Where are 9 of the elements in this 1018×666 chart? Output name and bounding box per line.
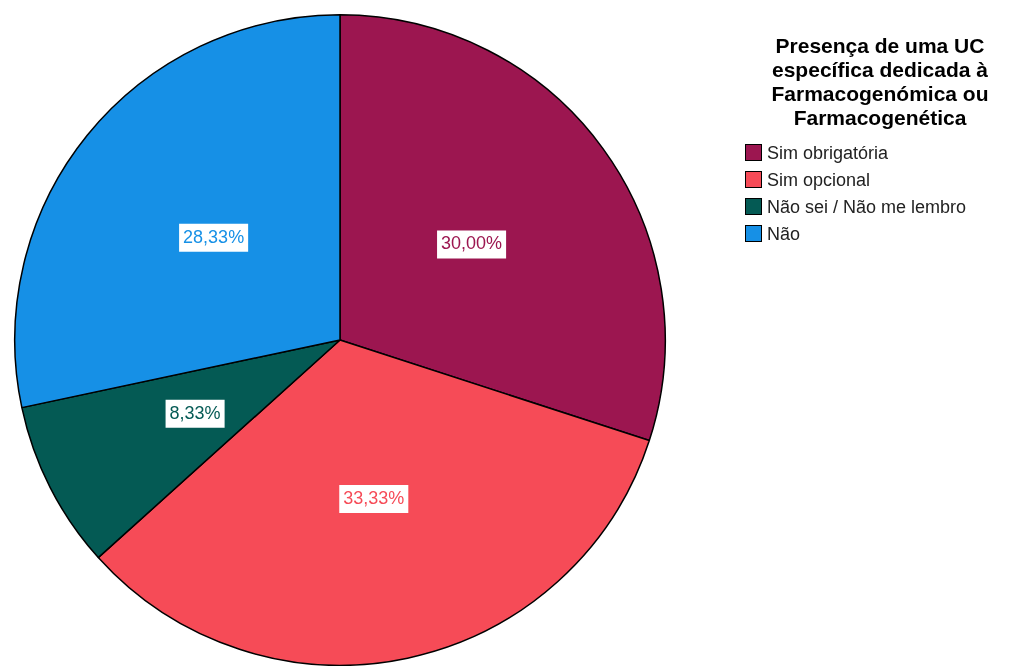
data-label: 30,00%	[441, 233, 503, 254]
legend-label: Sim obrigatória	[767, 143, 890, 163]
legend-title: Presença de uma UC específica dedicada à Farmacogenómica ou Farmacogenética	[770, 34, 990, 130]
data-label: 33,33%	[343, 488, 405, 509]
legend-label: Não	[767, 224, 802, 244]
legend-label: Não sei / Não me lembro	[767, 197, 968, 217]
data-label: 8,33%	[169, 402, 221, 423]
data-label: 28,33%	[183, 226, 245, 247]
legend-label: Sim opcional	[767, 170, 872, 190]
